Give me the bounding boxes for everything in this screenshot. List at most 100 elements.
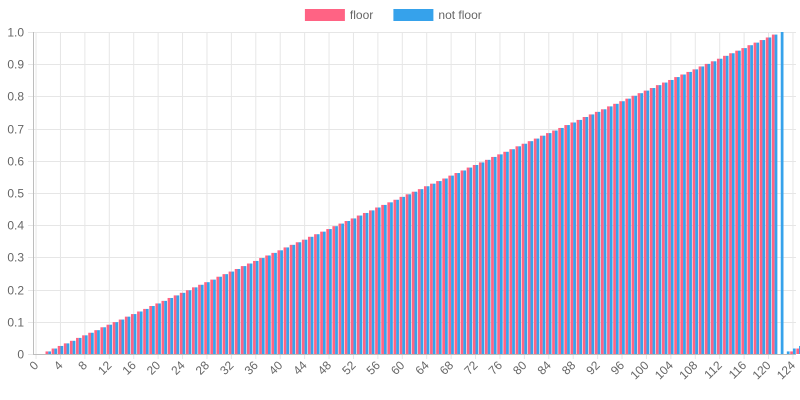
bar-not-floor-5[interactable]	[66, 343, 70, 354]
bar-floor-92[interactable]	[594, 111, 598, 354]
bar-floor-99[interactable]	[637, 93, 641, 355]
bar-not-floor-46[interactable]	[316, 234, 320, 354]
bar-floor-39[interactable]	[271, 252, 275, 354]
bar-not-floor-119[interactable]	[762, 40, 766, 355]
bar-not-floor-102[interactable]	[658, 85, 662, 354]
bar-floor-14[interactable]	[118, 319, 122, 354]
bar-floor-94[interactable]	[607, 106, 610, 354]
bar-floor-34[interactable]	[240, 266, 244, 354]
bar-floor-37[interactable]	[259, 258, 262, 354]
bar-floor-98[interactable]	[631, 95, 635, 355]
bar-floor-91[interactable]	[588, 114, 592, 354]
bar-not-floor-42[interactable]	[292, 244, 296, 354]
bar-not-floor-43[interactable]	[298, 242, 302, 354]
bar-not-floor-36[interactable]	[255, 260, 259, 354]
bar-not-floor-80[interactable]	[524, 143, 528, 354]
bar-floor-8[interactable]	[82, 335, 85, 354]
bar-floor-54[interactable]	[362, 212, 366, 354]
bar-not-floor-103[interactable]	[664, 82, 668, 354]
bar-floor-125[interactable]	[796, 348, 800, 354]
bar-floor-6[interactable]	[69, 340, 73, 354]
bar-floor-46[interactable]	[314, 234, 317, 354]
bar-floor-96[interactable]	[619, 101, 623, 354]
bar-floor-22[interactable]	[167, 297, 171, 354]
bar-floor-100[interactable]	[643, 90, 647, 354]
bar-not-floor-35[interactable]	[249, 263, 253, 354]
bar-floor-117[interactable]	[747, 45, 751, 355]
bar-floor-19[interactable]	[149, 306, 153, 354]
bar-floor-3[interactable]	[51, 348, 55, 354]
bar-not-floor-30[interactable]	[219, 276, 222, 354]
bar-not-floor-120[interactable]	[768, 37, 772, 354]
bar-floor-48[interactable]	[326, 229, 330, 354]
bar-not-floor-81[interactable]	[530, 141, 534, 354]
bar-not-floor-17[interactable]	[139, 311, 143, 354]
bar-not-floor-13[interactable]	[115, 322, 119, 354]
bar-not-floor-62[interactable]	[414, 191, 418, 354]
bar-not-floor-82[interactable]	[536, 138, 540, 354]
bar-not-floor-96[interactable]	[622, 101, 625, 354]
bar-floor-24[interactable]	[179, 292, 183, 354]
bar-floor-112[interactable]	[716, 58, 720, 354]
bar-floor-93[interactable]	[600, 109, 604, 354]
bar-not-floor-73[interactable]	[481, 162, 485, 354]
bar-not-floor-20[interactable]	[158, 303, 161, 354]
bar-floor-109[interactable]	[698, 66, 702, 354]
bar-floor-116[interactable]	[741, 48, 745, 354]
bar-floor-107[interactable]	[686, 71, 690, 354]
bar-floor-108[interactable]	[692, 69, 696, 355]
bar-not-floor-105[interactable]	[676, 77, 680, 354]
bar-floor-113[interactable]	[723, 55, 726, 354]
bar-not-floor-11[interactable]	[103, 327, 106, 354]
bar-not-floor-90[interactable]	[585, 117, 589, 355]
bar-floor-2[interactable]	[45, 351, 49, 354]
bar-floor-44[interactable]	[301, 239, 305, 354]
bar-floor-85[interactable]	[552, 130, 555, 354]
bar-not-floor-122[interactable]	[780, 32, 784, 354]
bar-not-floor-68[interactable]	[451, 175, 454, 354]
bar-floor-55[interactable]	[369, 210, 372, 354]
bar-floor-35[interactable]	[246, 263, 250, 354]
bar-floor-69[interactable]	[454, 173, 458, 354]
bar-not-floor-98[interactable]	[634, 95, 637, 355]
bar-not-floor-10[interactable]	[97, 330, 100, 354]
bar-floor-59[interactable]	[393, 199, 397, 354]
bar-floor-16[interactable]	[130, 314, 134, 354]
bar-floor-90[interactable]	[582, 117, 586, 355]
bar-floor-77[interactable]	[503, 151, 507, 354]
bar-floor-78[interactable]	[509, 149, 513, 354]
bar-not-floor-52[interactable]	[353, 218, 357, 354]
bar-floor-61[interactable]	[405, 194, 409, 354]
bar-floor-114[interactable]	[729, 53, 732, 354]
bar-not-floor-97[interactable]	[628, 98, 631, 355]
bar-floor-89[interactable]	[576, 119, 580, 354]
bar-not-floor-54[interactable]	[365, 212, 369, 354]
bar-not-floor-60[interactable]	[402, 196, 406, 354]
bar-not-floor-25[interactable]	[188, 290, 192, 354]
bar-not-floor-107[interactable]	[689, 71, 692, 354]
bar-floor-68[interactable]	[448, 175, 452, 354]
bar-not-floor-21[interactable]	[164, 300, 167, 354]
bar-floor-71[interactable]	[466, 167, 470, 354]
bar-not-floor-48[interactable]	[329, 229, 332, 354]
bar-floor-111[interactable]	[710, 61, 714, 354]
bar-not-floor-19[interactable]	[152, 306, 155, 354]
bar-floor-73[interactable]	[478, 162, 482, 354]
bar-not-floor-76[interactable]	[499, 154, 503, 354]
bar-not-floor-116[interactable]	[744, 48, 747, 354]
bar-not-floor-118[interactable]	[756, 42, 760, 354]
bar-not-floor-115[interactable]	[738, 50, 741, 355]
bar-floor-124[interactable]	[790, 351, 793, 354]
bar-not-floor-112[interactable]	[719, 58, 723, 354]
bar-not-floor-27[interactable]	[200, 284, 204, 354]
bar-floor-29[interactable]	[210, 279, 214, 354]
bar-floor-88[interactable]	[570, 122, 574, 355]
bar-not-floor-58[interactable]	[390, 202, 393, 354]
bar-floor-21[interactable]	[161, 300, 165, 354]
bar-not-floor-44[interactable]	[304, 239, 308, 354]
bar-floor-12[interactable]	[106, 324, 110, 354]
bar-floor-87[interactable]	[564, 125, 568, 354]
bar-floor-28[interactable]	[204, 282, 207, 354]
bar-not-floor-99[interactable]	[640, 93, 644, 355]
bar-floor-10[interactable]	[94, 330, 98, 354]
